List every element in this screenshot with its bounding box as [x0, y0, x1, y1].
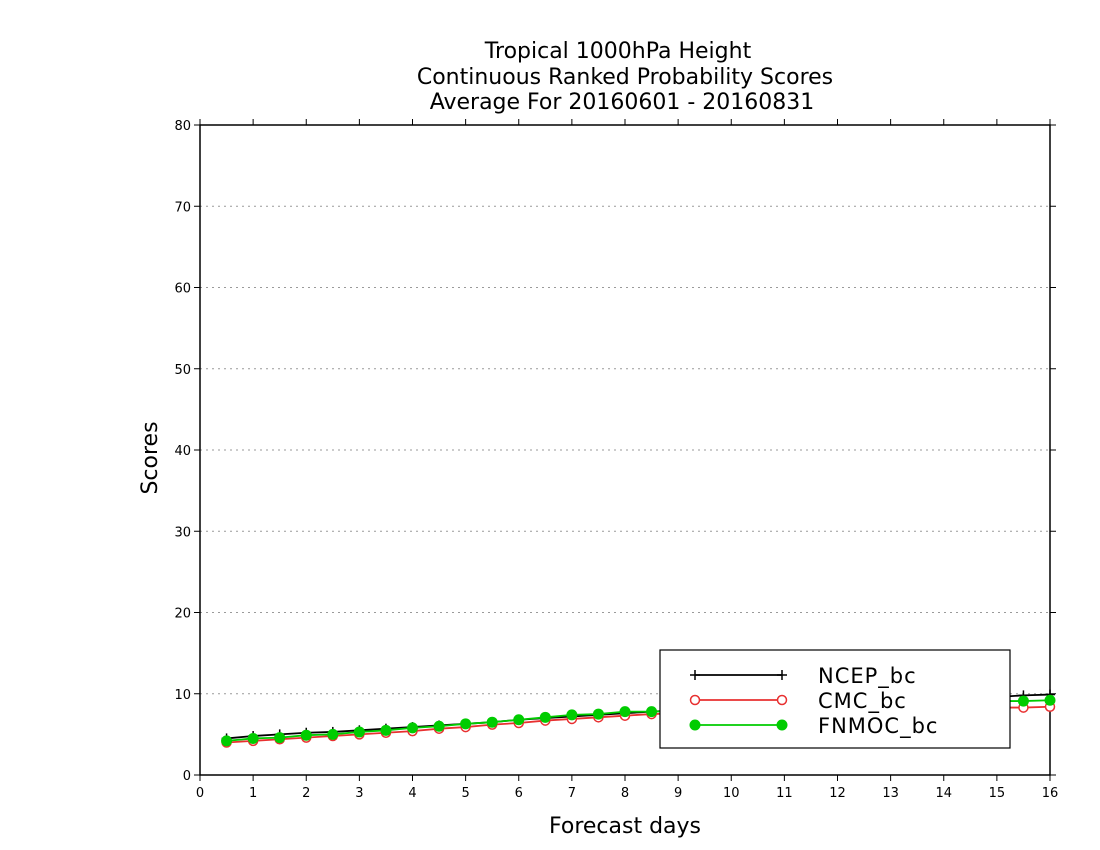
legend-item-CMC_bc: CMC_bc [689, 689, 907, 714]
data-point-FNMOC_bc-30 [1017, 695, 1029, 707]
data-point-FNMOC_bc-3 [300, 729, 312, 741]
x-tick-label-14: 14 [935, 786, 952, 801]
y-tick-label-40: 40 [174, 444, 191, 459]
x-tick-label-8: 8 [621, 786, 629, 801]
legend-marker-start-FNMOC_bc [689, 719, 701, 731]
title-line-3: Average For 20160601 - 20160831 [430, 90, 815, 115]
y-axis-ticks: 0 10 20 30 40 50 60 70 80 [174, 119, 1056, 784]
x-tick-label-11: 11 [776, 786, 793, 801]
chart-title: Tropical 1000hPa Height Continuous Ranke… [417, 39, 833, 115]
legend-item-FNMOC_bc: FNMOC_bc [689, 714, 938, 739]
y-axis-label: Scores [138, 421, 163, 494]
data-point-FNMOC_bc-15 [619, 706, 631, 718]
x-tick-label-13: 13 [882, 786, 899, 801]
x-tick-label-5: 5 [461, 786, 469, 801]
x-tick-label-12: 12 [829, 786, 846, 801]
x-axis-label: Forecast days [549, 814, 701, 839]
y-tick-label-70: 70 [174, 200, 191, 215]
legend-label-FNMOC_bc: FNMOC_bc [818, 714, 938, 739]
legend-marker-end-NCEP_bc [777, 670, 787, 680]
data-point-FNMOC_bc-5 [353, 726, 365, 738]
data-point-FNMOC_bc-31 [1044, 694, 1056, 706]
data-point-FNMOC_bc-10 [486, 716, 498, 728]
y-tick-label-10: 10 [174, 688, 191, 703]
x-tick-label-1: 1 [249, 786, 257, 801]
data-point-FNMOC_bc-13 [566, 709, 578, 721]
y-tick-label-0: 0 [183, 769, 191, 784]
data-point-FNMOC_bc-6 [380, 724, 392, 736]
legend-marker-end-FNMOC_bc [776, 719, 788, 731]
data-point-FNMOC_bc-11 [513, 714, 525, 726]
x-tick-label-4: 4 [408, 786, 416, 801]
y-tick-label-30: 30 [174, 525, 191, 540]
x-tick-label-16: 16 [1042, 786, 1059, 801]
y-tick-label-60: 60 [174, 282, 191, 297]
title-line-2: Continuous Ranked Probability Scores [417, 65, 833, 90]
data-point-FNMOC_bc-16 [646, 706, 658, 718]
legend-label-CMC_bc: CMC_bc [818, 689, 907, 714]
legend-marker-start-NCEP_bc [690, 670, 700, 680]
y-tick-label-80: 80 [174, 119, 191, 134]
data-point-FNMOC_bc-0 [221, 735, 233, 747]
x-axis-ticks: 0 1 2 3 4 5 6 7 8 9 10 11 12 13 14 15 16 [196, 119, 1058, 801]
y-tick-label-20: 20 [174, 607, 191, 622]
data-point-FNMOC_bc-7 [407, 722, 418, 734]
x-tick-label-3: 3 [355, 786, 363, 801]
data-point-FNMOC_bc-12 [539, 711, 551, 723]
data-point-FNMOC_bc-8 [433, 720, 445, 732]
y-tick-label-50: 50 [174, 363, 191, 378]
data-point-FNMOC_bc-2 [274, 732, 286, 744]
x-tick-label-15: 15 [989, 786, 1006, 801]
legend-box [659, 649, 1011, 749]
x-tick-label-9: 9 [674, 786, 682, 801]
legend-marker-start-CMC_bc [689, 694, 701, 706]
x-tick-label-7: 7 [568, 786, 576, 801]
data-point-FNMOC_bc-9 [460, 718, 472, 730]
data-point-FNMOC_bc-4 [327, 728, 339, 740]
x-tick-label-0: 0 [196, 786, 204, 801]
x-tick-label-6: 6 [515, 786, 523, 801]
data-point-FNMOC_bc-1 [247, 732, 259, 744]
x-tick-label-10: 10 [723, 786, 740, 801]
x-tick-label-2: 2 [302, 786, 310, 801]
gridlines [200, 205, 1050, 695]
title-line-1: Tropical 1000hPa Height [484, 39, 752, 64]
legend-item-NCEP_bc: NCEP_bc [690, 664, 917, 689]
legend-marker-end-CMC_bc [776, 694, 788, 706]
data-point-FNMOC_bc-14 [592, 708, 604, 720]
legend-label-NCEP_bc: NCEP_bc [818, 664, 917, 689]
